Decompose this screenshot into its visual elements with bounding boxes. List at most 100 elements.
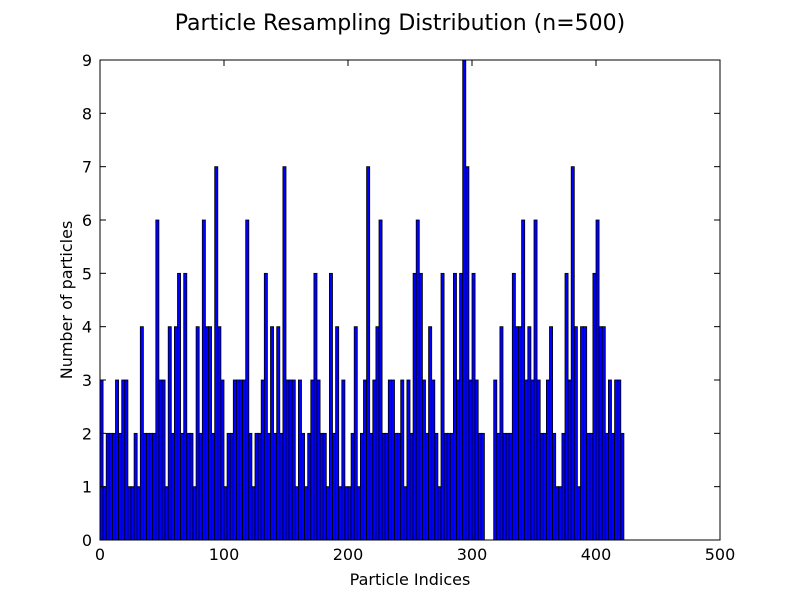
bar xyxy=(146,432,150,541)
bar xyxy=(375,326,380,541)
bar xyxy=(573,326,578,541)
bar xyxy=(291,379,296,541)
x-tick-label: 100 xyxy=(209,545,240,564)
bar xyxy=(214,166,219,541)
bar xyxy=(263,272,268,541)
bar xyxy=(350,432,355,541)
bar xyxy=(452,272,457,541)
bar xyxy=(328,272,333,541)
bar xyxy=(465,166,470,541)
bar xyxy=(567,379,572,541)
bar xyxy=(620,432,625,541)
bar xyxy=(208,326,212,541)
y-ticks: 0 1 2 3 4 5 6 7 8 9 xyxy=(82,51,720,550)
bar xyxy=(598,326,603,541)
bar xyxy=(164,486,169,541)
bar xyxy=(170,432,175,541)
bar xyxy=(462,59,467,541)
bar xyxy=(440,272,445,541)
bar xyxy=(539,432,544,541)
bar xyxy=(189,432,194,541)
bar xyxy=(468,379,473,541)
bar xyxy=(248,432,253,541)
bar xyxy=(418,272,423,541)
x-tick-label: 500 xyxy=(705,545,736,564)
bar xyxy=(115,379,119,541)
bar xyxy=(105,432,110,541)
bar xyxy=(121,379,126,541)
bar xyxy=(242,379,247,541)
bar xyxy=(102,486,107,541)
bar xyxy=(390,379,395,541)
bar xyxy=(201,219,206,541)
bar xyxy=(235,379,240,541)
bar xyxy=(177,272,181,541)
bar xyxy=(508,432,513,541)
bar xyxy=(127,486,132,541)
bar xyxy=(152,432,157,541)
bar xyxy=(496,432,501,541)
chart-title: Particle Resampling Distribution (n=500) xyxy=(175,11,625,36)
y-tick-label: 0 xyxy=(82,531,92,550)
bar xyxy=(449,432,454,541)
bar xyxy=(561,432,566,541)
bar xyxy=(477,432,482,541)
bar xyxy=(130,486,135,541)
bar xyxy=(511,272,516,541)
x-axis-label: Particle Indices xyxy=(350,570,471,589)
bar xyxy=(356,486,361,541)
bar xyxy=(604,432,609,541)
bar xyxy=(297,379,302,541)
bar xyxy=(570,166,575,541)
bar xyxy=(493,379,498,541)
bar xyxy=(341,379,346,541)
bar xyxy=(316,379,321,541)
plot-frame xyxy=(99,59,721,541)
bar xyxy=(412,272,417,541)
bar xyxy=(136,486,141,541)
bar xyxy=(530,379,535,541)
bar xyxy=(480,432,485,541)
y-tick-label: 1 xyxy=(82,478,92,497)
bar xyxy=(437,486,442,541)
bar xyxy=(118,432,123,541)
bar xyxy=(254,432,259,541)
bar xyxy=(301,432,305,541)
bar xyxy=(276,326,281,541)
bar xyxy=(322,432,327,541)
bar xyxy=(167,326,172,541)
y-tick-label: 5 xyxy=(82,264,92,283)
bar xyxy=(223,486,228,541)
bar xyxy=(580,326,584,541)
bar xyxy=(338,486,343,541)
bar xyxy=(524,379,529,541)
bar xyxy=(124,379,129,541)
x-ticks: 0 100 200 300 400 500 xyxy=(95,60,735,564)
bar xyxy=(325,486,330,541)
bar xyxy=(285,379,290,541)
bar xyxy=(204,326,209,541)
bar xyxy=(366,166,371,541)
bar xyxy=(198,432,203,541)
bar xyxy=(577,486,581,541)
bar xyxy=(384,432,389,541)
bar xyxy=(515,326,519,541)
bar xyxy=(232,379,237,541)
bar xyxy=(614,379,619,541)
bar xyxy=(592,272,597,541)
x-tick-label: 200 xyxy=(333,545,364,564)
bar xyxy=(505,432,510,541)
bar xyxy=(397,432,402,541)
bar xyxy=(372,379,377,541)
bar xyxy=(601,326,606,541)
bar xyxy=(586,432,591,541)
y-tick-label: 6 xyxy=(82,211,92,230)
bar xyxy=(378,219,383,541)
bar xyxy=(387,379,392,541)
bar xyxy=(226,432,231,541)
bar xyxy=(195,326,200,541)
bar xyxy=(260,379,265,541)
bar xyxy=(270,326,274,541)
bar xyxy=(527,326,532,541)
bar xyxy=(400,379,405,541)
